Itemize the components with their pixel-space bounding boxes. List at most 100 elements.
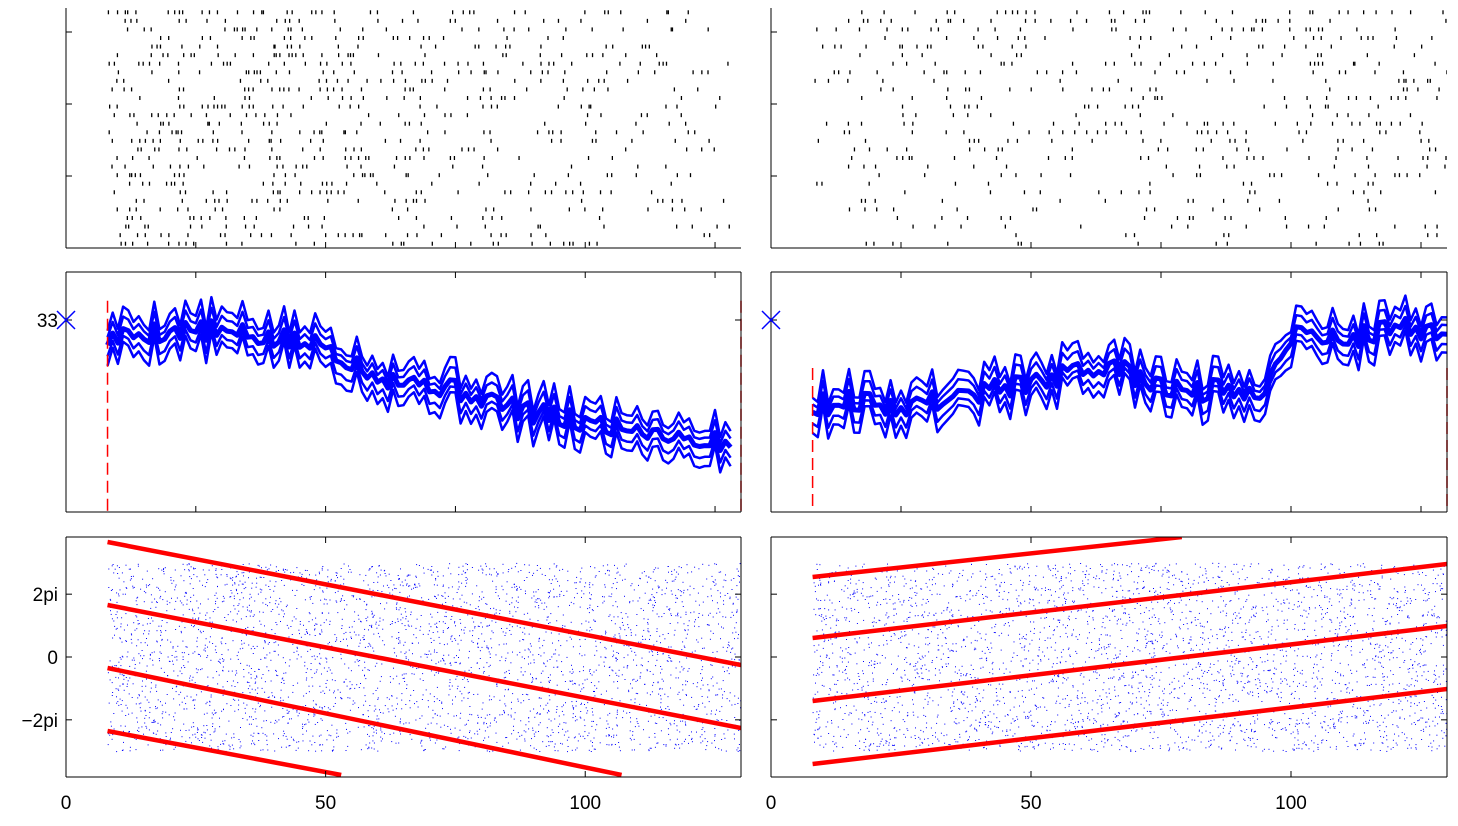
phase-point	[230, 746, 231, 747]
phase-point	[406, 585, 407, 586]
phase-point	[315, 724, 316, 725]
phase-point	[556, 578, 557, 579]
phase-point	[1140, 682, 1141, 683]
phase-point	[544, 603, 545, 604]
phase-point	[120, 626, 121, 627]
phase-point	[393, 584, 394, 585]
phase-point	[269, 602, 270, 603]
phase-point	[145, 697, 146, 698]
phase-point	[306, 680, 307, 681]
phase-point	[547, 735, 548, 736]
phase-point	[657, 628, 658, 629]
phase-point	[363, 580, 364, 581]
phase-point	[432, 617, 433, 618]
phase-point	[609, 744, 610, 745]
phase-point	[379, 621, 380, 622]
phase-point	[640, 744, 641, 745]
phase-point	[680, 672, 681, 673]
phase-point	[531, 598, 532, 599]
phase-point	[336, 637, 337, 638]
phase-point	[157, 731, 158, 732]
phase-point	[684, 623, 685, 624]
phase-point	[396, 676, 397, 677]
phase-point	[146, 715, 147, 716]
phase-point	[375, 709, 376, 710]
phase-point	[326, 659, 327, 660]
phase-point	[714, 563, 715, 564]
phase-point	[133, 576, 134, 577]
phase-point	[306, 693, 307, 694]
phase-point	[249, 611, 250, 612]
phase-point	[1281, 672, 1282, 673]
phase-point	[690, 594, 691, 595]
phase-point	[340, 697, 341, 698]
phase-point	[276, 624, 277, 625]
phase-point	[257, 646, 258, 647]
phase-point	[549, 596, 550, 597]
phase-point	[113, 564, 114, 565]
phase-point	[310, 741, 311, 742]
phase-point	[631, 739, 632, 740]
phase-point	[173, 698, 174, 699]
phase-point	[657, 654, 658, 655]
phase-point	[346, 604, 347, 605]
phase-point	[586, 630, 587, 631]
phase-point	[815, 730, 816, 731]
phase-point	[215, 603, 216, 604]
phase-point	[724, 738, 725, 739]
phase-point	[486, 662, 487, 663]
phase-point	[589, 598, 590, 599]
phase-point	[365, 678, 366, 679]
phase-point	[650, 578, 651, 579]
phase-point	[615, 578, 616, 579]
phase-point	[429, 651, 430, 652]
phase-point	[720, 638, 721, 639]
phase-point	[186, 604, 187, 605]
phase-point	[550, 741, 551, 742]
phase-point	[560, 645, 561, 646]
phase-point	[269, 642, 270, 643]
phase-point	[634, 702, 635, 703]
phase-point	[233, 605, 234, 606]
phase-point	[683, 592, 684, 593]
phase-point	[620, 629, 621, 630]
phase-point	[583, 687, 584, 688]
phase-point	[330, 621, 331, 622]
phase-point	[558, 726, 559, 727]
phase-point	[605, 587, 606, 588]
phase-point	[648, 624, 649, 625]
phase-point	[287, 710, 288, 711]
phase-point	[485, 730, 486, 731]
phase-point	[648, 603, 649, 604]
phase-point	[113, 621, 114, 622]
phase-point	[587, 710, 588, 711]
phase-point	[584, 586, 585, 587]
phase-point	[209, 642, 210, 643]
phase-point	[520, 720, 521, 721]
phase-point	[649, 600, 650, 601]
phase-point	[697, 709, 698, 710]
phase-point	[392, 621, 393, 622]
phase-point	[561, 661, 562, 662]
phase-point	[458, 567, 459, 568]
phase-point	[692, 652, 693, 653]
phase-point	[593, 715, 594, 716]
phase-point	[732, 612, 733, 613]
phase-point	[609, 596, 610, 597]
phase-point	[184, 596, 185, 597]
phase-point	[276, 566, 277, 567]
phase-point	[558, 606, 559, 607]
phase-point	[604, 704, 605, 705]
phase-point	[701, 638, 702, 639]
phase-point	[351, 637, 352, 638]
phase-point	[376, 622, 377, 623]
phase-point	[210, 636, 211, 637]
phase-point	[548, 741, 549, 742]
phase-point	[585, 582, 586, 583]
phase-point	[253, 653, 254, 654]
phase-point	[1135, 751, 1136, 752]
phase-point	[694, 621, 695, 622]
phase-point	[126, 705, 127, 706]
phase-point	[630, 585, 631, 586]
phase-point	[116, 751, 117, 752]
